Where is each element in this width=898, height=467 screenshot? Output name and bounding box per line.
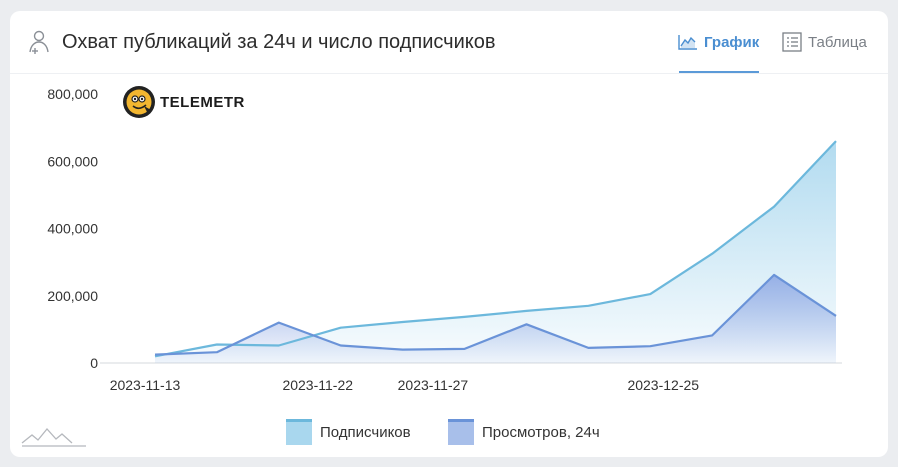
- line-subscribers: [154, 140, 837, 358]
- legend-swatch-subscribers: [286, 419, 312, 445]
- data-point-views[interactable]: [335, 340, 347, 352]
- data-point-views[interactable]: [644, 340, 656, 352]
- card-header: Охват публикаций за 24ч и число подписчи…: [10, 11, 888, 74]
- data-point-subscribers[interactable]: [830, 135, 842, 147]
- data-point-subscribers[interactable]: [335, 322, 347, 334]
- data-point-views[interactable]: [459, 343, 471, 355]
- telemetr-logo-icon: [123, 86, 155, 118]
- legend-item-views[interactable]: Просмотров, 24ч: [448, 419, 600, 445]
- area-subscribers: [155, 141, 836, 363]
- data-point-views[interactable]: [830, 310, 842, 322]
- data-point-subscribers[interactable]: [644, 288, 656, 300]
- data-point-views[interactable]: [149, 349, 161, 361]
- data-point-views[interactable]: [211, 346, 223, 358]
- x-tick-label: 2023-12-25: [627, 377, 699, 393]
- data-point-views[interactable]: [273, 317, 285, 329]
- data-point-subscribers[interactable]: [521, 305, 533, 317]
- active-tab-indicator: [679, 71, 759, 73]
- y-tick-label: 800,000: [47, 86, 98, 102]
- line-views: [154, 273, 837, 356]
- line-chart-icon: [678, 35, 697, 50]
- data-point-views[interactable]: [706, 329, 718, 341]
- logo-text: TELEMETR: [160, 93, 245, 111]
- legend-swatch-views: [448, 419, 474, 445]
- x-tick-label: 2023-11-27: [398, 377, 469, 393]
- data-point-subscribers[interactable]: [768, 201, 780, 213]
- chart-card: Охват публикаций за 24ч и число подписчи…: [10, 11, 888, 457]
- data-point-subscribers[interactable]: [397, 316, 409, 328]
- tab-chart-label: График: [704, 33, 760, 51]
- x-tick-label: 2023-11-22: [282, 377, 353, 393]
- legend-label-subscribers: Подписчиков: [320, 423, 411, 441]
- watermark-mountain-icon: [21, 428, 86, 447]
- y-tick-label: 200,000: [47, 288, 98, 304]
- data-point-views[interactable]: [521, 318, 533, 330]
- telemetr-logo: TELEMETR: [122, 85, 245, 119]
- data-point-subscribers[interactable]: [459, 311, 471, 323]
- legend-item-subscribers[interactable]: Подписчиков: [286, 419, 411, 445]
- x-tick-label: 2023-11-13: [110, 377, 181, 393]
- user-reach-icon: [29, 30, 49, 54]
- page-title: Охват публикаций за 24ч и число подписчи…: [62, 31, 496, 53]
- data-point-views[interactable]: [397, 344, 409, 356]
- tab-table[interactable]: Таблица: [782, 31, 867, 53]
- y-tick-label: 600,000: [47, 153, 98, 169]
- data-point-subscribers[interactable]: [706, 248, 718, 260]
- tab-table-label: Таблица: [808, 33, 867, 51]
- table-list-icon: [782, 32, 802, 52]
- area-views: [155, 274, 836, 363]
- tab-chart[interactable]: График: [678, 31, 759, 53]
- y-tick-label: 400,000: [47, 221, 98, 237]
- data-point-views[interactable]: [768, 269, 780, 281]
- area-chart: 0 200,000 400,000 600,000 800,000 2023-11-13…: [47, 86, 842, 393]
- legend-label-views: Просмотров, 24ч: [482, 423, 600, 441]
- data-point-subscribers[interactable]: [273, 340, 285, 352]
- y-tick-label: 0: [90, 355, 98, 371]
- data-point-subscribers[interactable]: [582, 300, 594, 312]
- data-point-views[interactable]: [582, 342, 594, 354]
